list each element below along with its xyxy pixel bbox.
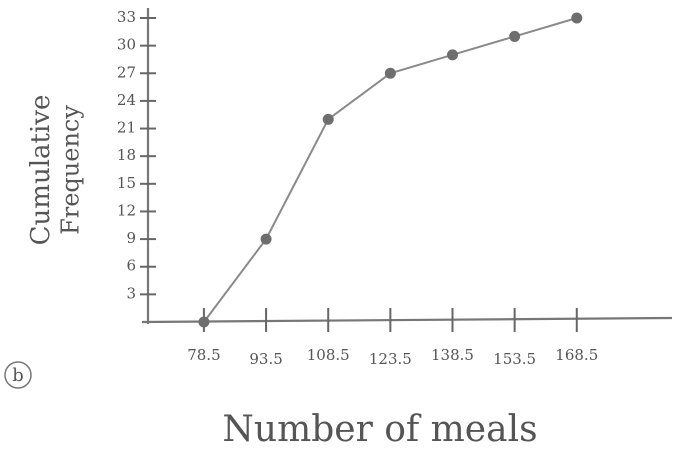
- data-point: [198, 317, 209, 328]
- y-axis-label: Frequency: [57, 105, 85, 235]
- y-tick-label: 33: [117, 8, 136, 26]
- y-tick-label: 21: [117, 119, 136, 137]
- data-point: [323, 114, 334, 125]
- background: [0, 0, 686, 458]
- y-tick-label: 15: [117, 174, 136, 192]
- chart: b Cumulative Frequency Number of meals 3…: [0, 0, 686, 458]
- x-tick-label: 168.5: [555, 346, 598, 364]
- y-tick-label: 3: [126, 284, 136, 302]
- x-tick-label: 93.5: [249, 350, 282, 368]
- y-tick-label: 18: [117, 146, 136, 164]
- x-tick-label: 78.5: [187, 346, 220, 364]
- y-tick-label: 27: [117, 63, 136, 81]
- data-point: [509, 31, 520, 42]
- x-tick-label: 108.5: [307, 346, 350, 364]
- annotation: b: [12, 365, 24, 386]
- data-point: [571, 13, 582, 24]
- data-point: [261, 234, 272, 245]
- data-point: [447, 49, 458, 60]
- x-tick-label: 138.5: [431, 346, 474, 364]
- x-axis-label: Number of meals: [222, 409, 537, 450]
- y-axis-label: Cumulative: [26, 95, 56, 246]
- data-point: [385, 68, 396, 79]
- x-tick-label: 123.5: [369, 350, 412, 368]
- y-tick-label: 9: [126, 229, 136, 247]
- y-tick-label: 6: [126, 257, 136, 275]
- y-tick-label: 24: [117, 91, 136, 109]
- y-tick-label: 30: [117, 36, 136, 54]
- x-tick-label: 153.5: [493, 350, 536, 368]
- y-tick-label: 12: [117, 201, 136, 219]
